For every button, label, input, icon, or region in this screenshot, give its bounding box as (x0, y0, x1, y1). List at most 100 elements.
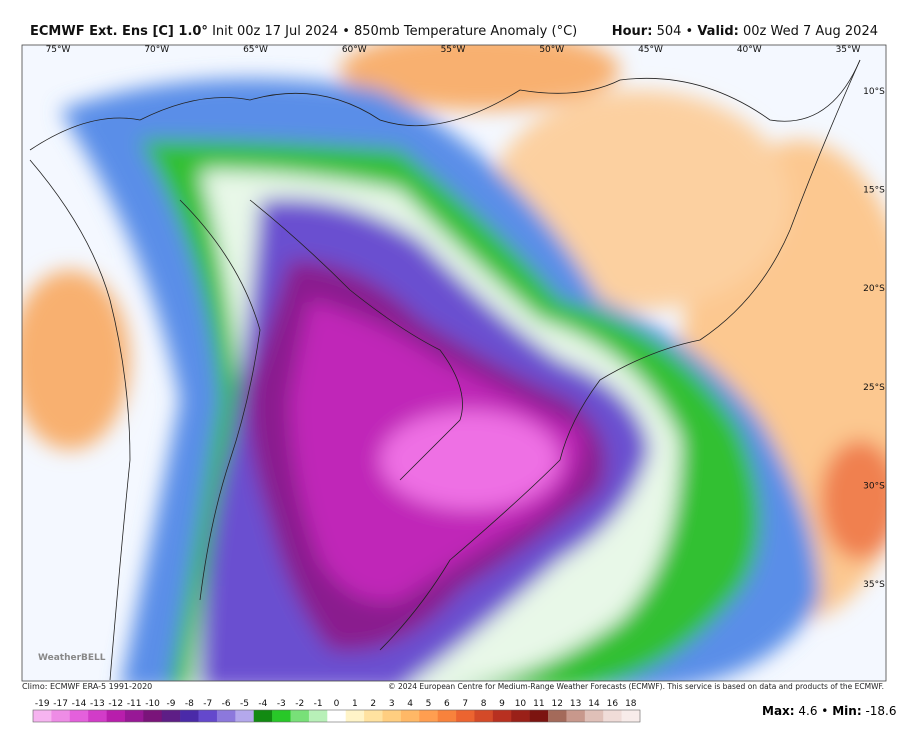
borders (29, 59, 861, 681)
color-swatch (216, 710, 236, 722)
color-swatch (382, 710, 402, 722)
color-swatch (529, 710, 549, 722)
color-swatch (33, 710, 52, 722)
color-swatch (69, 710, 89, 722)
longitude-label: 45°W (638, 45, 663, 55)
colorbar-label: -1 (314, 699, 323, 709)
subtitle: Init 00z 17 Jul 2024 • 850mb Temperature… (212, 24, 578, 39)
colorbar-label: -4 (258, 699, 267, 709)
colorbar-label: 11 (533, 699, 544, 709)
latitude-label: 30°S (863, 481, 885, 491)
colorbar-label: 0 (334, 699, 340, 709)
header-right: Hour: 504 • Valid: 00z Wed 7 Aug 2024 (612, 24, 878, 39)
watermark: WeatherBELL (38, 653, 106, 663)
latitude-label: 35°S (863, 580, 885, 590)
color-swatch (364, 710, 383, 722)
max: 4.6 • (798, 704, 829, 718)
colorbar-label: 2 (370, 699, 376, 709)
colorbar-label: -6 (222, 699, 231, 709)
longitude-label: 65°W (243, 45, 268, 55)
color-swatch (235, 710, 255, 722)
color-swatch (327, 710, 346, 722)
latitude-label: 25°S (863, 383, 885, 393)
latitude-label: 10°S (863, 87, 885, 97)
color-swatch (456, 710, 475, 722)
color-swatch (308, 710, 328, 722)
colorbar-label: 6 (444, 699, 450, 709)
color-swatch (621, 710, 641, 722)
color-swatch (161, 710, 181, 722)
color-swatch (400, 710, 420, 722)
hour-label: Hour: (611, 24, 653, 39)
color-swatch (253, 710, 273, 722)
longitude-label: 40°W (737, 45, 762, 55)
colorbar-frame (32, 709, 641, 723)
color-swatch (511, 710, 530, 722)
max-label: Max: (762, 704, 795, 718)
color-swatch (51, 710, 71, 722)
colorbar-label: -7 (203, 699, 212, 709)
colorbar-label: 16 (607, 699, 619, 709)
valid-label: Valid: (697, 24, 739, 39)
color-swatch (198, 710, 218, 722)
longitude-label: 55°W (441, 45, 466, 55)
colorbar-label: 3 (389, 699, 395, 709)
color-swatch (124, 710, 144, 722)
colorbar-label: -17 (53, 699, 68, 709)
colorbar-label: 10 (515, 699, 527, 709)
copyright: © 2024 European Centre for Medium-Range … (388, 682, 884, 691)
color-swatch (106, 710, 126, 722)
color-swatch (180, 710, 199, 722)
color-swatch (603, 710, 622, 722)
colorbar-label: 14 (588, 699, 600, 709)
colorbar-label: -19 (35, 699, 50, 709)
colorbar-label: 9 (499, 699, 505, 709)
longitude-label: 75°W (46, 45, 71, 55)
colorbar-label: 12 (552, 699, 563, 709)
colorbar-label: 7 (462, 699, 468, 709)
color-swatch (474, 710, 494, 722)
colorbar-label: -11 (127, 699, 142, 709)
min-label: Min: (832, 704, 862, 718)
color-swatch (88, 710, 107, 722)
valid: 00z Wed 7 Aug 2024 (743, 24, 878, 39)
colorbar-label: -9 (166, 699, 175, 709)
latitude-label: 20°S (863, 284, 885, 294)
color-swatch (419, 710, 438, 722)
title: ECMWF Ext. Ens [C] 1.0° (30, 24, 208, 39)
longitude-label: 60°W (342, 45, 367, 55)
colorbar-label: -3 (277, 699, 286, 709)
colorbar-label: 4 (407, 699, 413, 709)
max-min: Max: 4.6 • Min: -18.6 (762, 704, 897, 718)
colorbar-label: -13 (90, 699, 105, 709)
colorbar-label: -5 (240, 699, 249, 709)
color-swatch (437, 710, 457, 722)
colorbar-label: -14 (72, 699, 87, 709)
longitude-label: 35°W (836, 45, 861, 55)
color-swatch (584, 710, 604, 722)
longitude-label: 50°W (539, 45, 564, 55)
colorbar-label: 8 (481, 699, 487, 709)
anomaly-field (22, 45, 886, 681)
latitude-label: 15°S (863, 186, 885, 196)
colorbar-label: -12 (108, 699, 123, 709)
color-swatch (272, 710, 291, 722)
color-swatch (548, 710, 567, 722)
min: -18.6 (865, 704, 897, 718)
colorbar: -19 -17 -14 -13 -12 -11 -10 -9 -8 -7 -6 -5 -4 -3 -2 -1 0… (32, 699, 641, 723)
colorbar-label: 13 (570, 699, 581, 709)
longitude-label: 70°W (144, 45, 169, 55)
colorbar-label: 1 (352, 699, 358, 709)
colorbar-label: 18 (625, 699, 637, 709)
colorbar-label: -10 (145, 699, 160, 709)
color-swatch (492, 710, 512, 722)
colorbar-label: -8 (185, 699, 194, 709)
hour: 504 • (656, 24, 694, 39)
color-swatch (290, 710, 310, 722)
climo: Climo: ECMWF ERA-5 1991-2020 (22, 682, 153, 691)
color-swatch (566, 710, 586, 722)
color-swatch (345, 710, 365, 722)
colorbar-label: -2 (295, 699, 304, 709)
